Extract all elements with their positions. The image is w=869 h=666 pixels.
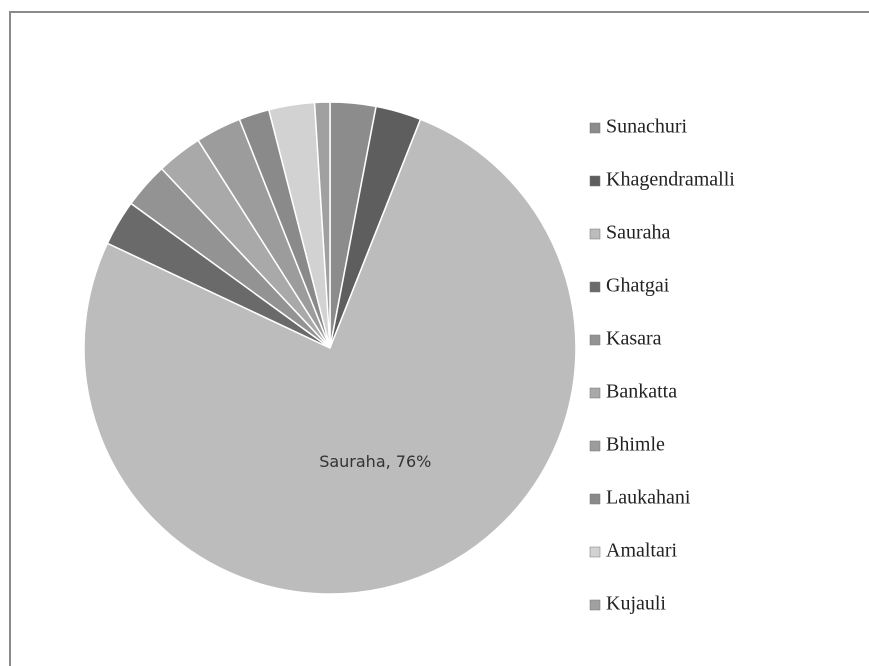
legend-swatch xyxy=(589,281,601,293)
legend-label: Laukahani xyxy=(606,487,691,509)
legend-label: Sauraha xyxy=(606,222,671,244)
legend-label: Sunachuri xyxy=(606,116,688,138)
legend-swatch xyxy=(589,440,601,452)
legend-swatch xyxy=(589,334,601,346)
legend-swatch xyxy=(589,387,601,399)
legend-swatch xyxy=(589,493,601,505)
legend-label: Bhimle xyxy=(606,434,665,456)
pie-slice xyxy=(313,101,331,349)
legend-label: Kujauli xyxy=(606,593,666,615)
frame xyxy=(9,11,869,666)
legend-label: Ghatgai xyxy=(606,275,670,297)
data-label: Sauraha, 76% xyxy=(319,452,431,471)
legend-swatch xyxy=(589,228,601,240)
legend-swatch xyxy=(589,175,601,187)
legend-label: Kasara xyxy=(606,328,662,350)
legend-label: Bankatta xyxy=(606,381,677,403)
legend-swatch xyxy=(589,599,601,611)
pie-slice xyxy=(83,118,577,595)
legend-label: Amaltari xyxy=(606,540,678,562)
legend-swatch xyxy=(589,122,601,134)
legend-swatch xyxy=(589,546,601,558)
legend-label: Khagendramalli xyxy=(606,169,735,191)
